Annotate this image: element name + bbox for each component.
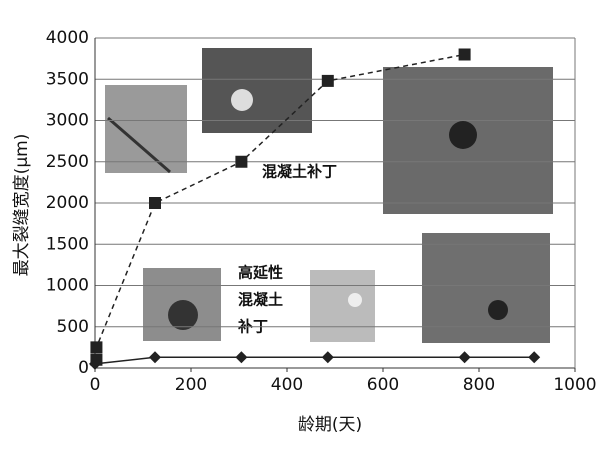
y-tick-label: 500 — [57, 317, 89, 337]
point — [235, 155, 248, 168]
y-tick-label: 1500 — [46, 234, 89, 254]
x-tick-label: 1000 — [553, 375, 596, 395]
y-tick-label: 2500 — [46, 152, 89, 172]
annotation: 高延性 — [238, 264, 283, 282]
y-tick-label: 0 — [78, 358, 89, 378]
x-tick-label: 0 — [90, 375, 101, 395]
point — [89, 357, 101, 370]
x-tick-label: 200 — [175, 375, 207, 395]
y-axis-label: 最大裂缝宽度(μm) — [12, 134, 32, 277]
point — [149, 351, 161, 364]
point — [235, 351, 248, 364]
y-tick-label: 3500 — [46, 69, 89, 89]
y-tick-label: 1000 — [46, 276, 89, 296]
x-tick-label: 600 — [367, 375, 399, 395]
photos — [105, 48, 553, 343]
y-tick-label: 4000 — [46, 28, 89, 48]
point — [458, 48, 471, 61]
y-tick-label: 3000 — [46, 111, 89, 131]
point — [90, 341, 103, 354]
point — [321, 351, 334, 364]
annotation: 混凝土补丁 — [262, 163, 337, 181]
point — [321, 74, 334, 87]
series-line — [94, 356, 535, 365]
y-tick-label: 2000 — [46, 193, 89, 213]
point — [528, 351, 541, 364]
annotation: 混凝土 — [238, 291, 283, 309]
x-axis-label: 龄期(天) — [298, 415, 362, 435]
x-tick-label: 400 — [271, 375, 303, 395]
x-tick-label: 800 — [463, 375, 495, 395]
point — [458, 351, 471, 364]
point — [149, 197, 161, 209]
